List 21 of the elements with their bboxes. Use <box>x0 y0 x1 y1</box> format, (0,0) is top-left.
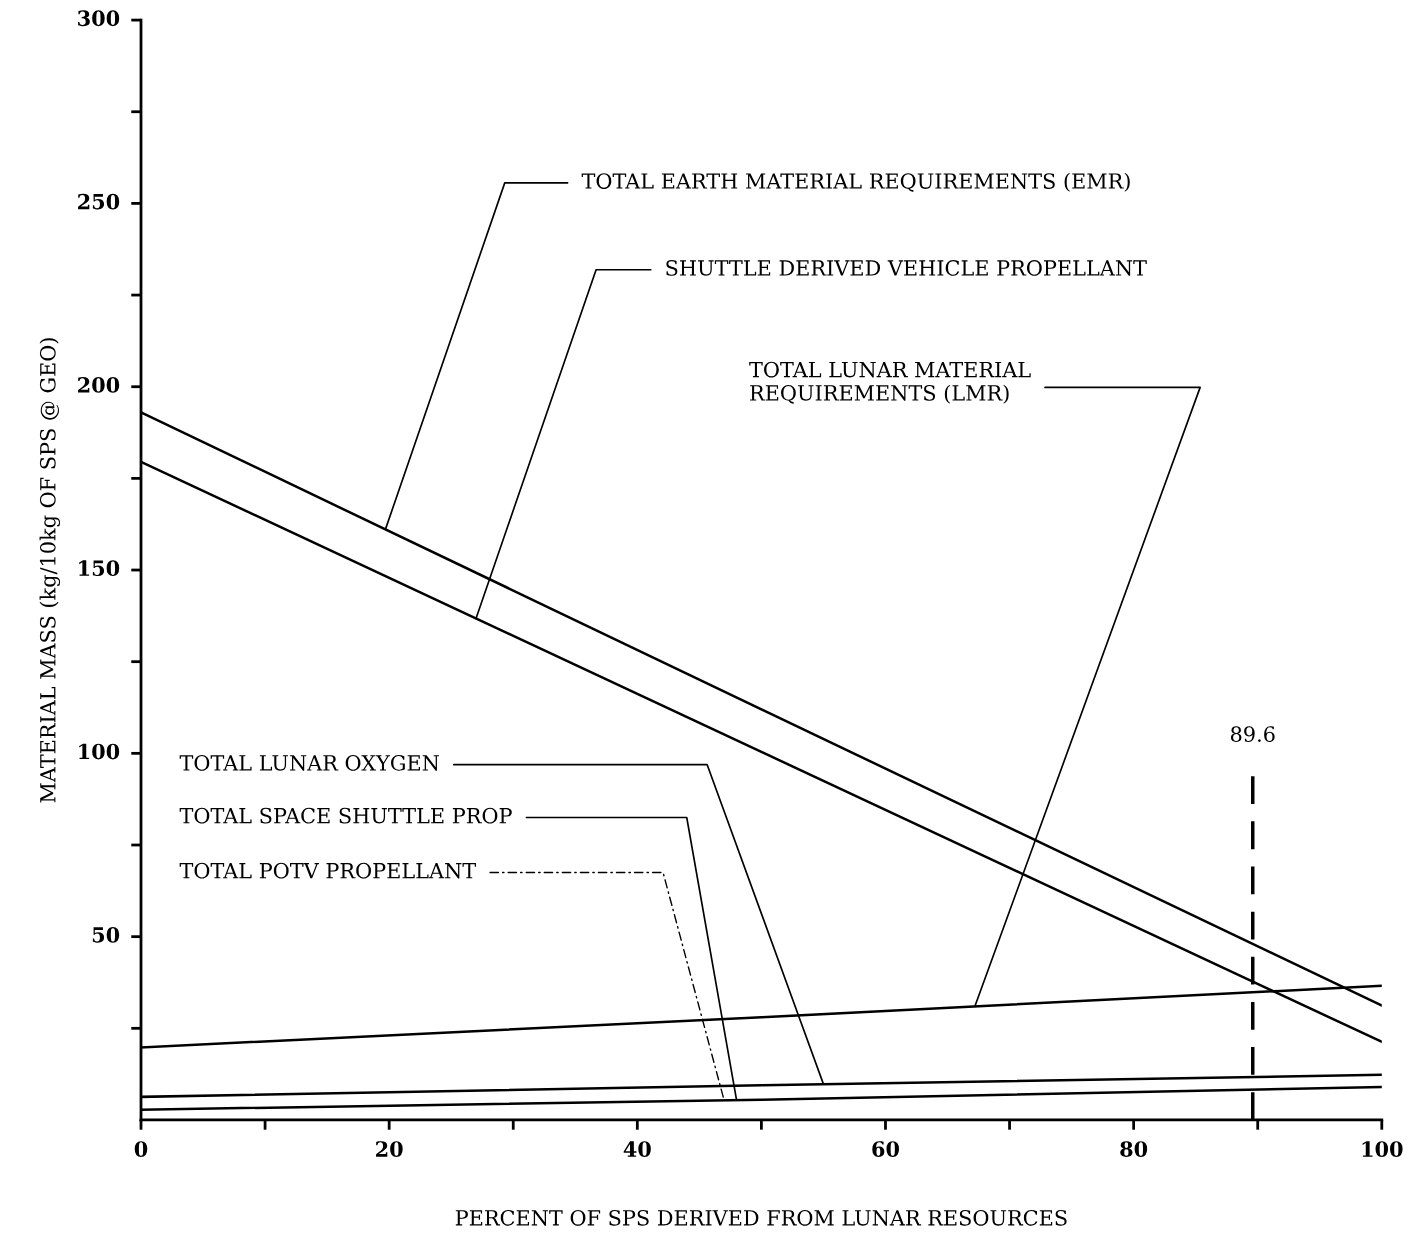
x-tick-label: 40 <box>623 1141 651 1157</box>
x-tick-label: 80 <box>1120 1141 1148 1157</box>
y-tick-label: 300 <box>78 10 120 27</box>
text: TOTAL SPACE SHUTTLE PROP <box>179 807 512 824</box>
y-tick-label: 50 <box>92 926 120 943</box>
x-tick-label: 20 <box>376 1141 403 1157</box>
y-tick-label: 100 <box>79 743 120 760</box>
y-axis-title: MATERIAL MASS (kg/10kg OF SPS @ GEO) <box>39 338 61 803</box>
x-tick-label: 60 <box>872 1141 899 1157</box>
y-tick-label: 200 <box>78 377 120 393</box>
annotation: TOTAL POTV PROPELLANT <box>179 862 476 879</box>
x-axis-title: PERCENT OF SPS DERIVED FROM LUNAR RESOURCES <box>455 1209 1067 1226</box>
text: TOTAL LUNAR OXYGEN <box>179 754 439 771</box>
text: TOTAL LUNAR MATERIAL REQUIREMENTS (LMR) <box>749 361 1031 404</box>
y-tick-label: 250 <box>78 193 120 210</box>
x-tick-label: 100 <box>1362 1141 1403 1157</box>
y-tick-label: 150 <box>79 560 120 577</box>
ref-line-label: 89.6 <box>1230 726 1275 742</box>
x-tick-label: 0 <box>134 1141 148 1157</box>
text: TOTAL EARTH MATERIAL REQUIREMENTS (EMR) <box>581 172 1130 192</box>
text: SHUTTLE DERIVED VEHICLE PROPELLANT <box>666 260 1147 276</box>
